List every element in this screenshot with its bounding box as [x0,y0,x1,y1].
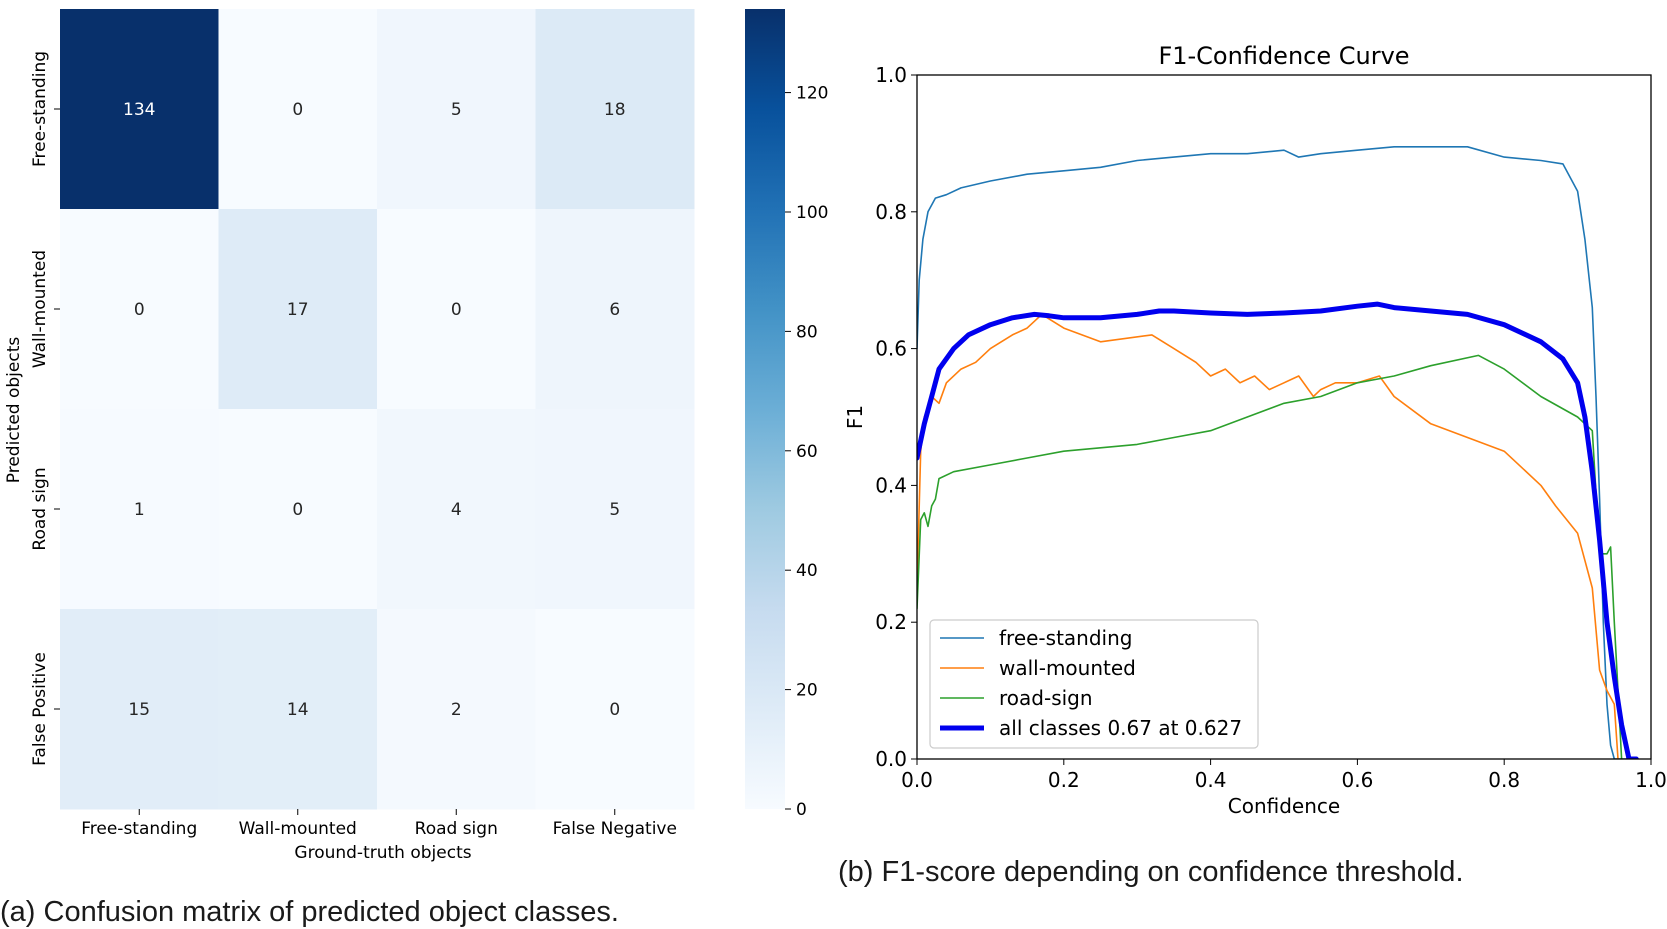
heatmap-cell-value: 4 [451,500,462,520]
colorbar: 0 20 40 60 80 100 120 [745,9,828,820]
colorbar-tick-label: 100 [796,203,828,223]
heatmap-cell [535,409,695,610]
heatmap-cell [377,609,536,810]
x-axis-ticks: 0.0 0.2 0.4 0.6 0.8 1.0 [901,759,1667,792]
colorbar-tick-label: 20 [796,681,818,701]
colorbar-tick-label: 120 [796,84,828,104]
heatmap-cell-value: 5 [451,100,462,120]
legend-label: wall-mounted [999,656,1136,680]
heatmap-cell [218,209,378,410]
heatmap-cell [60,9,219,210]
y-tick-label: 0.0 [875,747,907,771]
y-tick-label: 0.2 [875,610,907,634]
x-tick-label: 0.4 [1195,768,1227,792]
x-tick-label: 0.2 [1048,768,1080,792]
y-tick-label: 1.0 [875,63,907,87]
heatmap-cell [218,9,378,210]
heatmap-cell [535,209,695,410]
heatmap-x-tick-label: Free-standing [81,819,197,839]
heatmap-x-tick-label: Road sign [415,819,498,839]
caption-a: (a) Confusion matrix of predicted object… [0,896,619,928]
colorbar-ticks: 0 20 40 60 80 100 120 [785,84,828,820]
caption-b: (b) F1-score depending on confidence thr… [838,856,1464,888]
x-axis-label: Confidence [1228,794,1340,818]
heatmap-y-tick-label: Road sign [30,467,50,550]
heatmap-cell [535,9,695,210]
heatmap-cells: 134 0 5 18 0 17 0 6 1 0 4 5 15 14 2 0 [60,9,695,810]
heatmap-cell [60,609,219,810]
x-tick-label: 0.0 [901,768,933,792]
y-axis-ticks: 0.0 0.2 0.4 0.6 0.8 1.0 [875,63,917,771]
legend-label: road-sign [999,686,1093,710]
heatmap-cell-value: 18 [604,100,626,120]
y-tick-label: 0.8 [875,200,907,224]
heatmap-cell-value: 17 [287,300,309,320]
heatmap-cell-value: 15 [128,700,150,720]
colorbar-gradient [745,9,785,809]
heatmap-cell-value: 5 [609,500,620,520]
heatmap-x-tick-label: Wall-mounted [239,819,357,839]
heatmap-cell [218,409,378,610]
heatmap-cell [218,609,378,810]
legend: free-standing wall-mounted road-sign all cl… [929,619,1259,749]
colorbar-tick-label: 60 [796,442,818,462]
heatmap-y-axis-label: Predicted objects [4,337,24,484]
heatmap-y-tick-label: Wall-mounted [30,250,50,368]
heatmap-cell [535,609,695,810]
heatmap-cell-value: 0 [134,300,145,320]
heatmap-x-tick-labels: Free-standing Wall-mounted Road sign False … [81,819,677,839]
heatmap-cell [60,209,219,410]
x-tick-label: 0.6 [1341,768,1373,792]
chart-title: F1-Confidence Curve [1158,42,1409,70]
heatmap-cell-value: 6 [609,300,620,320]
heatmap-cell [377,9,536,210]
x-tick-label: 0.8 [1488,768,1520,792]
series-lines [917,146,1639,759]
heatmap-cell [377,209,536,410]
colorbar-tick-label: 80 [796,322,818,342]
heatmap-cell [60,409,219,610]
series-line-all [917,301,1639,759]
f1-confidence-chart: F1-Confidence Curve 0.0 0.2 0.4 0.6 0.8 1.0 0… [843,42,1667,818]
heatmap-cell [377,409,536,610]
heatmap-x-axis-label: Ground-truth objects [294,843,471,863]
heatmap-cell-value: 14 [287,700,309,720]
heatmap-cell-value: 2 [451,700,462,720]
y-axis-label: F1 [843,405,867,429]
heatmap-cell-value: 0 [292,100,303,120]
heatmap-y-tick-labels: Free-standing Wall-mounted Road sign False … [30,51,50,766]
heatmap-cell-value: 0 [609,700,620,720]
legend-box [929,619,1259,749]
colorbar-tick-label: 40 [796,561,818,581]
x-tick-label: 1.0 [1635,768,1667,792]
legend-label: all classes 0.67 at 0.627 [999,716,1242,740]
heatmap-cell-value: 0 [292,500,303,520]
heatmap-x-tick-label: False Negative [553,819,677,839]
heatmap-tick-marks [54,108,616,815]
y-tick-label: 0.4 [875,473,907,497]
confusion-matrix: 134 0 5 18 0 17 0 6 1 0 4 5 15 14 2 0 Free-standing Wall… [4,9,695,863]
plot-frame [916,74,1652,760]
heatmap-y-tick-label: Free-standing [30,51,50,167]
series-line-free-standing [917,146,1630,759]
heatmap-cell-value: 134 [123,100,155,120]
colorbar-tick-label: 0 [796,800,807,820]
legend-label: free-standing [999,626,1132,650]
heatmap-cell-value: 0 [451,300,462,320]
heatmap-cell-value: 1 [134,500,145,520]
y-tick-label: 0.6 [875,337,907,361]
series-line-wall-mounted [917,313,1619,759]
heatmap-y-tick-label: False Positive [30,652,50,766]
